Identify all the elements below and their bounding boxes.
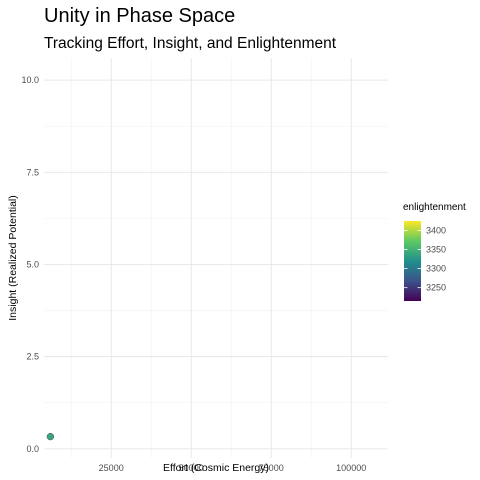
colorbar-tick-label: 3350 xyxy=(426,245,446,255)
x-axis-title: Effort (Cosmic Energy) xyxy=(163,462,269,474)
colorbar-tick-label: 3400 xyxy=(426,226,446,236)
y-tick-label: 7.5 xyxy=(26,167,39,177)
data-point xyxy=(47,433,54,440)
colorbar-tick-label: 3300 xyxy=(426,264,446,274)
legend-title: enlightenment xyxy=(403,202,466,213)
colorbar-tick-label: 3250 xyxy=(426,283,446,293)
colorbar xyxy=(404,221,421,301)
y-tick-label: 10.0 xyxy=(21,75,39,85)
x-tick-label: 25000 xyxy=(99,463,124,473)
y-tick-label: 0.0 xyxy=(26,444,39,454)
y-axis-title: Insight (Realized Potential) xyxy=(7,195,19,320)
y-tick-label: 5.0 xyxy=(26,259,39,269)
x-tick-label: 100000 xyxy=(336,463,366,473)
y-tick-label: 2.5 xyxy=(26,352,39,362)
